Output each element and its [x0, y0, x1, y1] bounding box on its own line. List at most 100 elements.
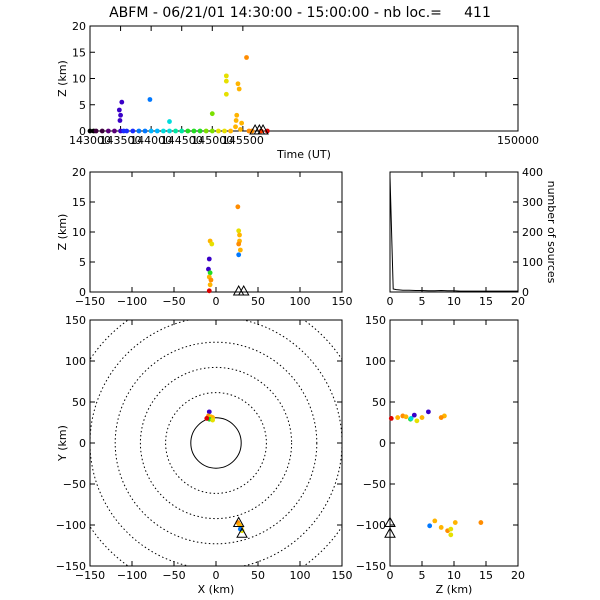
x-tick-label: 15	[479, 295, 493, 308]
y-tick-label: 150	[65, 314, 86, 327]
y-axis-label: Y (km)	[56, 425, 69, 462]
x-tick-label: 144000	[130, 134, 172, 147]
data-point	[148, 128, 154, 134]
data-point	[136, 128, 142, 134]
x-tick-label: 15	[479, 569, 493, 582]
y-tick-label: 100	[522, 256, 543, 269]
data-point	[119, 99, 125, 105]
data-point	[206, 288, 212, 294]
y-tick-label: −100	[56, 519, 86, 532]
y-tick-label: 5	[79, 256, 86, 269]
data-point	[414, 418, 420, 424]
data-point	[233, 124, 238, 130]
y-tick-label: 300	[522, 196, 543, 209]
data-point	[236, 86, 242, 92]
y-tick-label: 20	[72, 166, 86, 179]
data-point	[408, 416, 414, 421]
data-point	[426, 409, 431, 415]
x-tick-label: 145500	[222, 134, 264, 147]
station-marker	[232, 284, 245, 296]
data-point	[223, 91, 229, 97]
figure-title: ABFM - 06/21/01 14:30:00 - 15:00:00 - nb…	[109, 5, 491, 21]
data-point	[432, 518, 438, 524]
x-tick-label: 0	[213, 569, 220, 582]
data-point	[207, 282, 213, 288]
data-point	[160, 128, 166, 134]
station-marker	[237, 284, 250, 296]
y-tick-label: 150	[365, 314, 386, 327]
data-point	[142, 128, 148, 134]
y-axis-label: Z (km)	[56, 214, 69, 251]
y-tick-label: 10	[72, 226, 86, 239]
range-ring	[90, 320, 342, 566]
data-point	[411, 412, 417, 418]
data-point	[124, 128, 130, 134]
z-y-view-panel: 0 5 10 15 20 −150 −100 −50 0 50 100 150 Z (km)	[356, 314, 525, 596]
data-point	[216, 128, 221, 134]
x-tick-label: 5	[419, 295, 426, 308]
range-ring	[165, 392, 267, 494]
data-point	[206, 266, 211, 272]
x-tick-label: 150000	[497, 134, 539, 147]
x-tick-label: 50	[251, 569, 265, 582]
x-tick-label: 20	[511, 569, 525, 582]
data-point	[118, 112, 123, 118]
y-tick-label: 400	[522, 166, 543, 179]
data-point	[223, 73, 229, 79]
histogram-line	[389, 176, 518, 292]
x-tick-label: 100	[290, 569, 311, 582]
axes-frame	[389, 171, 519, 293]
data-point	[388, 416, 394, 421]
data-point	[237, 232, 242, 238]
data-point	[237, 526, 243, 532]
x-axis-label: Z (km)	[436, 583, 473, 596]
data-point	[116, 107, 122, 113]
axes-frame	[389, 319, 519, 567]
axes-frame	[89, 25, 519, 132]
x-tick-label: 0	[387, 295, 394, 308]
y-tick-label: 0	[79, 125, 86, 138]
data-point	[206, 256, 212, 262]
data-point	[452, 520, 458, 525]
data-point	[236, 241, 242, 247]
x-tick-label: −150	[75, 569, 105, 582]
data-point	[223, 78, 229, 84]
data-point	[209, 128, 215, 134]
data-point	[448, 532, 454, 538]
y-tick-label: 50	[72, 396, 86, 409]
x-tick-label: 143500	[100, 134, 142, 147]
x-tick-label: 5	[419, 569, 426, 582]
y-tick-label: −150	[56, 560, 86, 573]
x-tick-label: 143000	[69, 134, 111, 147]
x-tick-label: 144500	[161, 134, 203, 147]
data-point	[93, 128, 99, 134]
data-point	[427, 523, 433, 529]
x-tick-label: 10	[447, 295, 461, 308]
y-tick-label: −150	[356, 560, 386, 573]
station-marker	[236, 527, 248, 538]
x-tick-label: 0	[213, 295, 220, 308]
axes-frame	[89, 171, 343, 293]
plan-view-panel: −150 −100 −50 0 50 100 150 −150 −100 −50 0 50 100 150…	[56, 314, 353, 596]
y-tick-label: 100	[65, 355, 86, 368]
station-marker	[384, 527, 396, 538]
data-point	[448, 526, 454, 532]
data-point	[395, 415, 401, 420]
y-tick-label: 15	[72, 46, 86, 59]
data-point	[208, 277, 214, 283]
y-tick-label: −50	[363, 478, 386, 491]
data-point	[185, 128, 191, 134]
y-tick-label: −50	[63, 478, 86, 491]
data-point	[438, 525, 444, 530]
data-point	[235, 204, 241, 210]
data-point	[87, 128, 93, 134]
x-tick-label: −50	[162, 295, 185, 308]
range-rings	[90, 320, 342, 566]
y-tick-label: −100	[356, 519, 386, 532]
range-ring	[114, 341, 318, 545]
data-point	[438, 415, 444, 420]
y-tick-label: 10	[72, 73, 86, 86]
